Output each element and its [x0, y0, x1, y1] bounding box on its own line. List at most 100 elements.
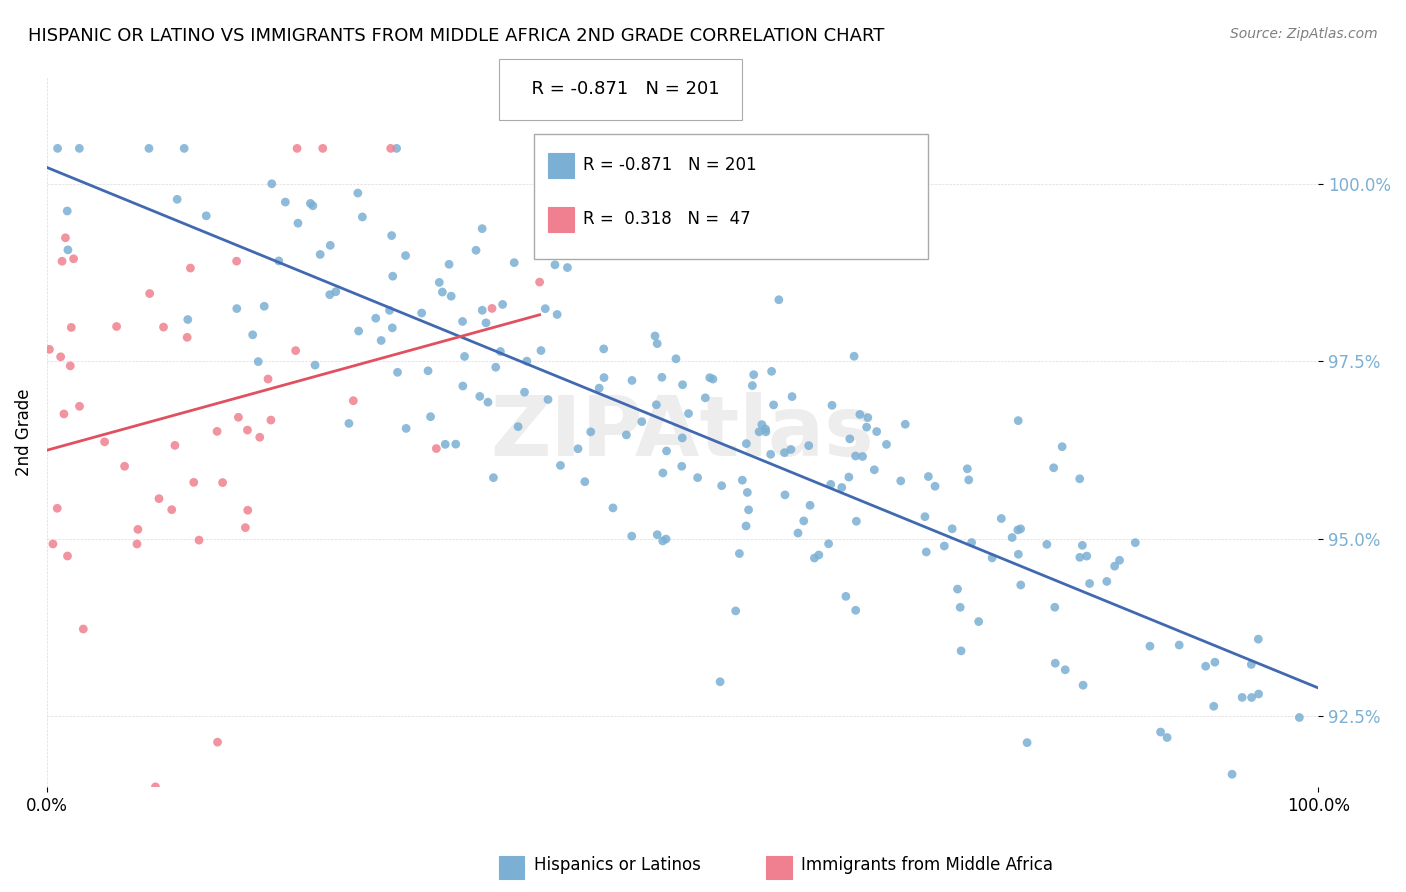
- Point: [1010, 522, 1032, 536]
- Point: [960, 535, 983, 549]
- Point: [1247, 687, 1270, 701]
- Point: [1071, 538, 1094, 552]
- Point: [160, 502, 183, 516]
- Point: [59, 359, 82, 373]
- Point: [125, 537, 148, 551]
- Point: [236, 503, 259, 517]
- Point: [207, 735, 229, 749]
- Point: [342, 393, 364, 408]
- Point: [849, 408, 872, 422]
- Text: ZIPAtlas: ZIPAtlas: [491, 392, 875, 473]
- Point: [257, 372, 280, 386]
- Point: [731, 473, 754, 487]
- Point: [709, 674, 731, 689]
- Text: Immigrants from Middle Africa: Immigrants from Middle Africa: [801, 856, 1053, 874]
- Point: [1240, 657, 1263, 672]
- Point: [247, 354, 270, 368]
- Point: [671, 431, 693, 445]
- Point: [1247, 632, 1270, 647]
- Point: [56, 243, 79, 257]
- Point: [671, 459, 693, 474]
- Point: [741, 378, 763, 392]
- Point: [309, 247, 332, 261]
- Point: [395, 421, 418, 435]
- Point: [173, 141, 195, 155]
- Point: [491, 297, 513, 311]
- Point: [686, 470, 709, 484]
- Point: [699, 370, 721, 384]
- Point: [855, 420, 877, 434]
- Point: [485, 360, 508, 375]
- Point: [38, 343, 60, 357]
- Point: [381, 269, 404, 284]
- Point: [1149, 725, 1171, 739]
- Point: [724, 604, 747, 618]
- Point: [807, 548, 830, 562]
- Point: [735, 436, 758, 450]
- Point: [152, 320, 174, 334]
- Point: [759, 447, 782, 461]
- Point: [742, 368, 765, 382]
- Point: [188, 533, 211, 548]
- Point: [630, 415, 652, 429]
- Point: [46, 141, 69, 155]
- Point: [530, 343, 553, 358]
- Point: [1007, 523, 1029, 537]
- Point: [225, 301, 247, 316]
- Point: [574, 475, 596, 489]
- Point: [917, 469, 939, 483]
- Point: [440, 289, 463, 303]
- Point: [678, 407, 700, 421]
- Point: [934, 539, 956, 553]
- Point: [890, 474, 912, 488]
- Point: [735, 519, 758, 533]
- Point: [1001, 531, 1024, 545]
- Point: [195, 209, 218, 223]
- Point: [1095, 574, 1118, 589]
- Point: [453, 350, 475, 364]
- Point: [127, 523, 149, 537]
- Point: [592, 342, 614, 356]
- Point: [820, 477, 842, 491]
- Point: [1043, 600, 1066, 615]
- Point: [1054, 663, 1077, 677]
- Point: [477, 395, 499, 409]
- Point: [364, 311, 387, 326]
- Point: [72, 622, 94, 636]
- Point: [387, 365, 409, 379]
- Point: [537, 392, 560, 407]
- Point: [419, 409, 441, 424]
- Point: [845, 514, 868, 528]
- Point: [748, 425, 770, 439]
- Point: [695, 391, 717, 405]
- Point: [1139, 639, 1161, 653]
- Point: [52, 407, 75, 421]
- Point: [260, 413, 283, 427]
- Text: Source: ZipAtlas.com: Source: ZipAtlas.com: [1230, 27, 1378, 41]
- Point: [145, 780, 167, 794]
- Point: [1288, 710, 1310, 724]
- Point: [856, 410, 879, 425]
- Point: [468, 389, 491, 403]
- Point: [482, 471, 505, 485]
- Text: Hispanics or Latinos: Hispanics or Latinos: [534, 856, 702, 874]
- Point: [803, 551, 825, 566]
- Point: [1036, 537, 1059, 551]
- Point: [370, 334, 392, 348]
- Point: [56, 204, 79, 219]
- Point: [444, 437, 467, 451]
- Point: [529, 275, 551, 289]
- Point: [437, 257, 460, 271]
- Point: [557, 260, 579, 275]
- Point: [835, 590, 858, 604]
- Point: [62, 252, 84, 266]
- Point: [914, 509, 936, 524]
- Point: [651, 466, 673, 480]
- Point: [645, 398, 668, 412]
- Point: [702, 372, 724, 386]
- Point: [768, 293, 790, 307]
- Point: [451, 379, 474, 393]
- Point: [644, 329, 666, 343]
- Point: [588, 381, 610, 395]
- Point: [671, 377, 693, 392]
